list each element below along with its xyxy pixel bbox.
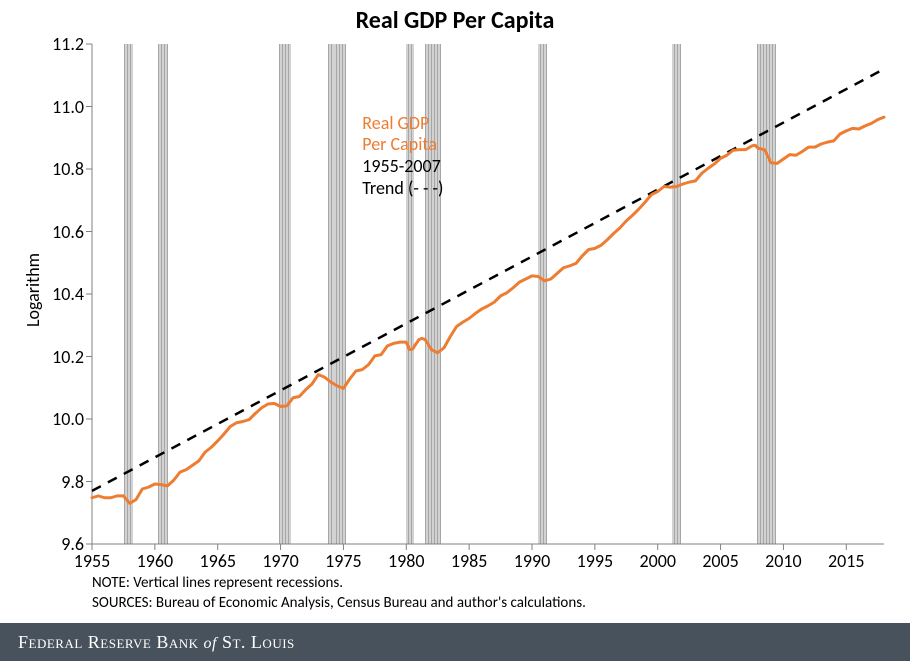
legend-line: 1955-2007 [362, 156, 443, 178]
footer-city: St. Louis [222, 632, 295, 652]
footer-bank: Federal Reserve Bank [18, 632, 199, 652]
footer-bar: Federal Reserve Bank of St. Louis [0, 623, 910, 661]
footer-of: of [204, 635, 217, 652]
plot-svg [0, 0, 910, 621]
legend-line: Trend (- - -) [362, 178, 443, 200]
chart-container: Real GDP Per Capita Logarithm 9.69.810.0… [0, 0, 910, 621]
chart-sources: SOURCES: Bureau of Economic Analysis, Ce… [92, 594, 586, 612]
legend-line: Per Capita [362, 134, 443, 156]
legend: Real GDPPer Capita1955-2007Trend (- - -) [362, 113, 443, 199]
chart-note: NOTE: Vertical lines represent recession… [92, 574, 343, 592]
legend-line: Real GDP [362, 113, 443, 135]
